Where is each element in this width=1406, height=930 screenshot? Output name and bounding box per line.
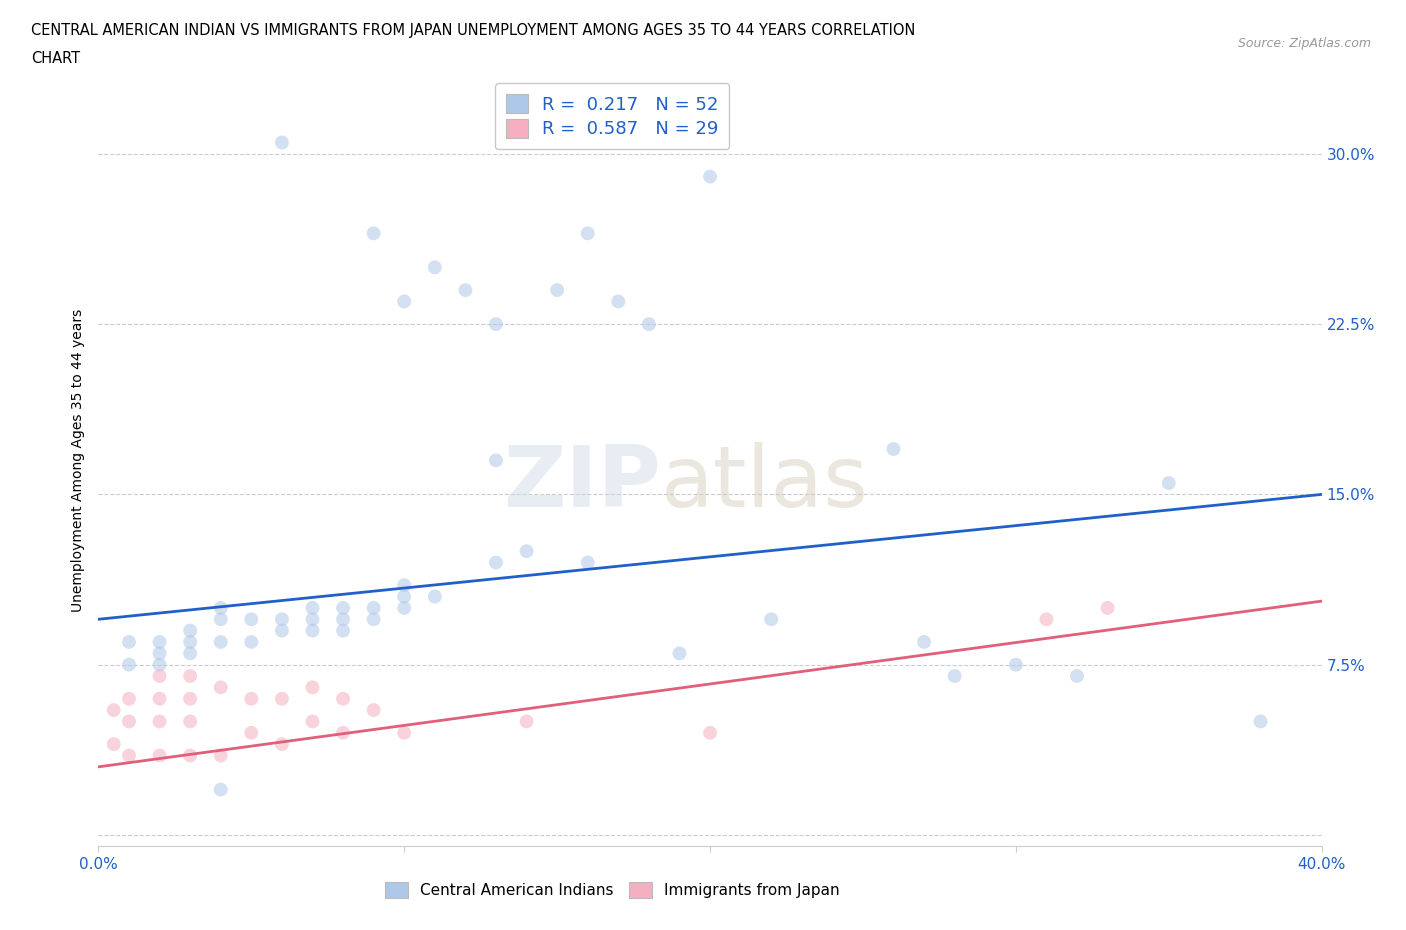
Point xyxy=(270,737,292,751)
Point xyxy=(240,691,263,706)
Point xyxy=(301,612,323,627)
Point xyxy=(270,135,292,150)
Point xyxy=(270,691,292,706)
Point xyxy=(576,226,599,241)
Point xyxy=(1035,612,1057,627)
Point xyxy=(943,669,966,684)
Point xyxy=(149,691,172,706)
Text: ZIP: ZIP xyxy=(503,442,661,525)
Text: Source: ZipAtlas.com: Source: ZipAtlas.com xyxy=(1237,37,1371,50)
Point xyxy=(149,634,172,649)
Point xyxy=(1066,669,1088,684)
Point xyxy=(485,555,508,570)
Point xyxy=(149,669,172,684)
Point xyxy=(363,226,385,241)
Point xyxy=(301,714,323,729)
Point xyxy=(270,623,292,638)
Point xyxy=(118,714,141,729)
Y-axis label: Unemployment Among Ages 35 to 44 years: Unemployment Among Ages 35 to 44 years xyxy=(72,309,86,612)
Point xyxy=(301,601,323,616)
Point xyxy=(209,634,232,649)
Point xyxy=(332,691,354,706)
Point xyxy=(332,623,354,638)
Point xyxy=(270,612,292,627)
Point xyxy=(607,294,630,309)
Point xyxy=(149,748,172,763)
Point xyxy=(209,612,232,627)
Point xyxy=(392,725,416,740)
Point xyxy=(209,601,232,616)
Point xyxy=(332,725,354,740)
Point xyxy=(392,601,416,616)
Point xyxy=(149,658,172,672)
Point xyxy=(699,169,721,184)
Point xyxy=(1097,601,1119,616)
Point xyxy=(301,623,323,638)
Point xyxy=(118,658,141,672)
Point xyxy=(103,737,125,751)
Point xyxy=(1004,658,1026,672)
Point xyxy=(423,260,446,275)
Point xyxy=(637,317,661,332)
Point xyxy=(363,601,385,616)
Point xyxy=(118,691,141,706)
Point xyxy=(179,646,201,661)
Point xyxy=(363,703,385,718)
Point xyxy=(668,646,690,661)
Point xyxy=(209,680,232,695)
Point xyxy=(485,317,508,332)
Point xyxy=(516,714,538,729)
Point xyxy=(392,589,416,604)
Point xyxy=(516,544,538,559)
Point xyxy=(392,294,416,309)
Legend: Central American Indians, Immigrants from Japan: Central American Indians, Immigrants fro… xyxy=(378,876,845,904)
Point xyxy=(240,725,263,740)
Point xyxy=(179,714,201,729)
Point xyxy=(1157,475,1180,490)
Point xyxy=(179,634,201,649)
Point xyxy=(759,612,782,627)
Text: CHART: CHART xyxy=(31,51,80,66)
Point xyxy=(240,634,263,649)
Point xyxy=(546,283,568,298)
Point xyxy=(392,578,416,592)
Point xyxy=(209,782,232,797)
Point xyxy=(149,646,172,661)
Point xyxy=(332,601,354,616)
Point xyxy=(179,669,201,684)
Point xyxy=(454,283,477,298)
Point xyxy=(576,555,599,570)
Point xyxy=(118,634,141,649)
Point xyxy=(179,623,201,638)
Point xyxy=(149,714,172,729)
Text: atlas: atlas xyxy=(661,442,869,525)
Point xyxy=(179,691,201,706)
Point xyxy=(118,748,141,763)
Point xyxy=(485,453,508,468)
Text: CENTRAL AMERICAN INDIAN VS IMMIGRANTS FROM JAPAN UNEMPLOYMENT AMONG AGES 35 TO 4: CENTRAL AMERICAN INDIAN VS IMMIGRANTS FR… xyxy=(31,23,915,38)
Point xyxy=(423,589,446,604)
Point xyxy=(332,612,354,627)
Point xyxy=(363,612,385,627)
Point xyxy=(179,748,201,763)
Point xyxy=(240,612,263,627)
Point xyxy=(883,442,905,457)
Point xyxy=(103,703,125,718)
Point xyxy=(209,748,232,763)
Point xyxy=(301,680,323,695)
Point xyxy=(912,634,935,649)
Point xyxy=(1249,714,1271,729)
Point xyxy=(699,725,721,740)
